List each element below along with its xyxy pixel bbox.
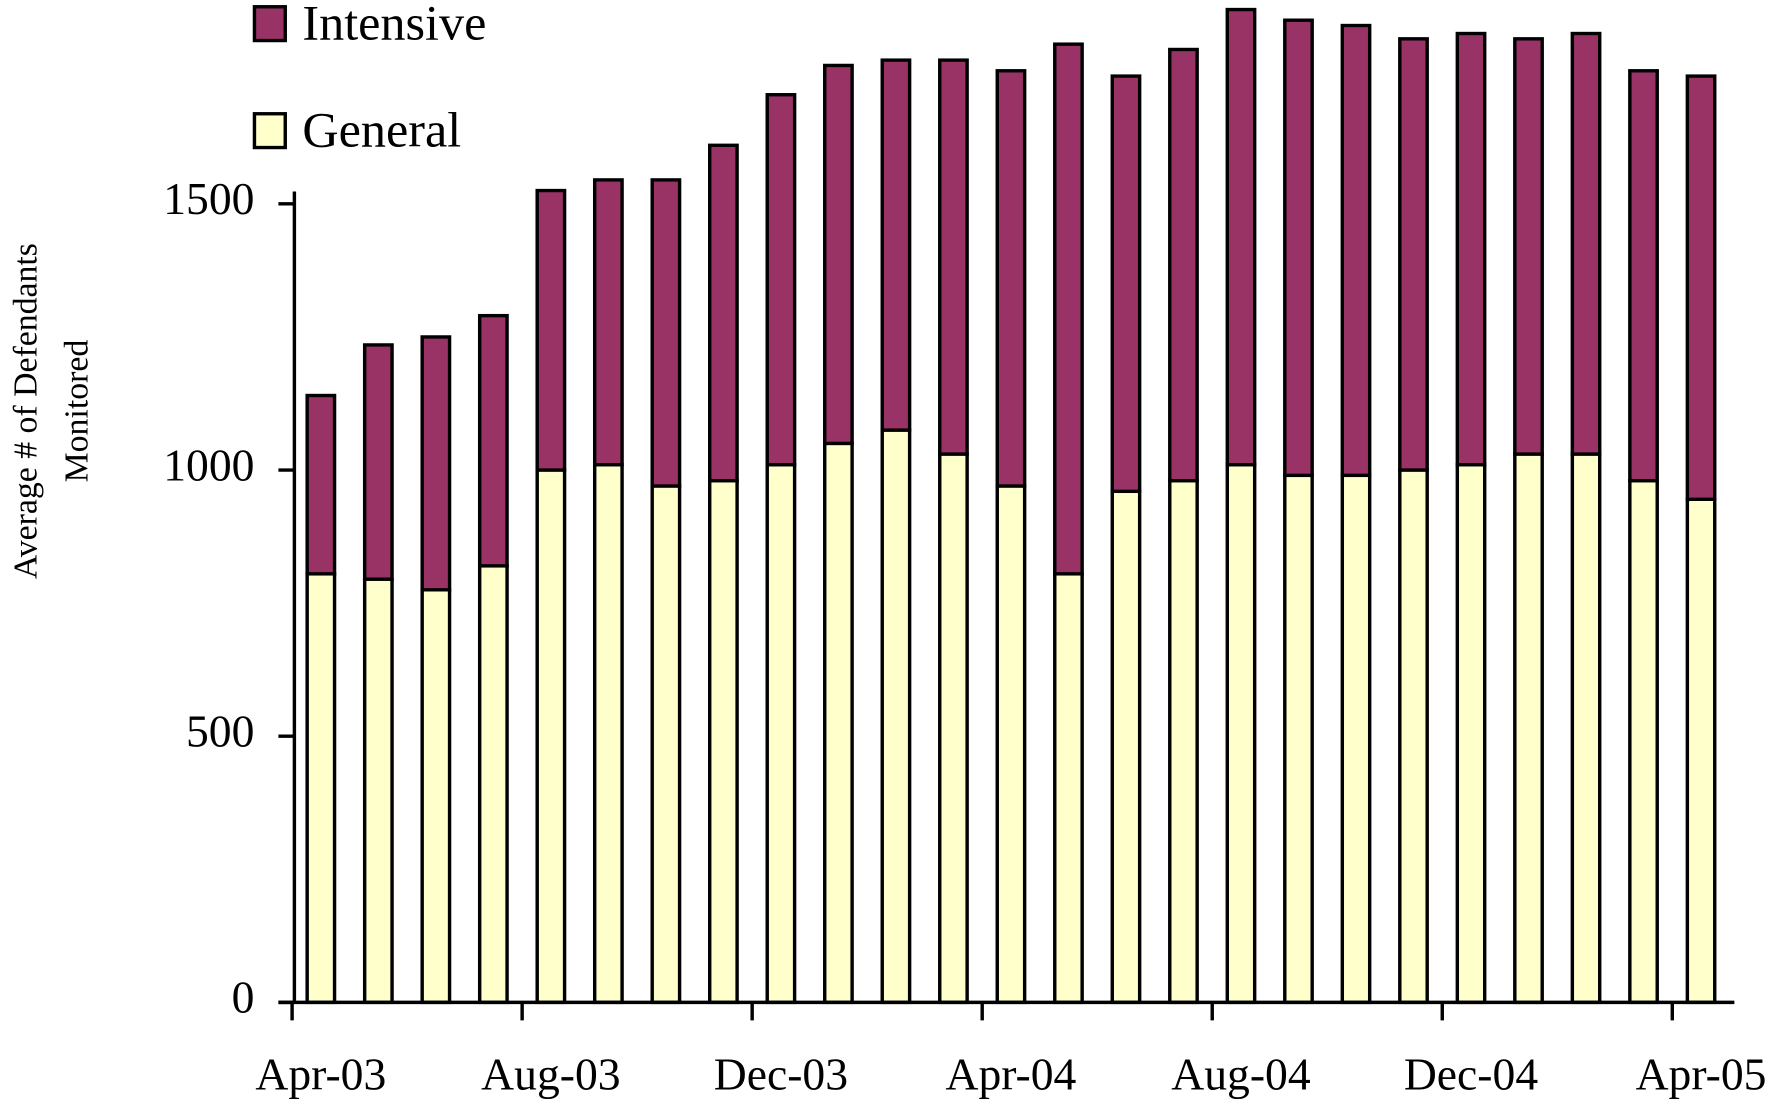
bar-segment — [477, 564, 509, 1005]
bar-segment — [1455, 31, 1487, 467]
x-tick-label: Aug-04 — [1171, 1050, 1310, 1100]
bar-segment — [1053, 572, 1084, 1005]
x-tick-label: Dec-03 — [714, 1050, 848, 1100]
bar-segment — [1168, 478, 1199, 1005]
bar-segment — [995, 69, 1027, 488]
bar-segment — [1398, 468, 1429, 1005]
bar-segment — [1283, 18, 1314, 478]
y-tick-label: 0 — [232, 973, 255, 1023]
bar-segment — [477, 313, 509, 568]
bar-segment — [765, 463, 797, 1005]
bar-segment — [1110, 489, 1142, 1005]
x-tick-label: Aug-03 — [481, 1050, 620, 1100]
bar-segment — [1225, 463, 1257, 1005]
bar-segment — [1513, 37, 1544, 456]
bar-segment — [1283, 473, 1314, 1005]
y-axis-label: Average # of Defendants — [7, 243, 44, 579]
bar-segment — [650, 484, 682, 1005]
bar-segment — [535, 188, 567, 472]
bar-segment — [1168, 47, 1199, 483]
bar-segment — [1225, 7, 1257, 467]
bar-segment — [880, 428, 912, 1005]
bar-segment — [1053, 42, 1084, 576]
bar-segment — [592, 463, 624, 1005]
bar-segment — [1398, 37, 1429, 472]
bar-segment — [880, 58, 912, 432]
bar-segment — [938, 452, 969, 1005]
x-tick-label: Dec-04 — [1404, 1050, 1538, 1100]
legend-label: Intensive — [302, 0, 486, 50]
bar-segment — [995, 484, 1027, 1005]
bar-segment — [362, 577, 394, 1005]
bar-segment — [1570, 452, 1602, 1005]
bar-segment — [305, 393, 337, 576]
bar-segment — [1340, 23, 1372, 478]
legend-swatch — [252, 112, 287, 150]
bar-segment — [823, 441, 854, 1005]
bar-segment — [708, 478, 739, 1005]
bar-segment — [1570, 31, 1602, 456]
x-tick-label: Apr-03 — [255, 1050, 386, 1100]
y-axis-label: Monitored — [59, 340, 96, 483]
y-tick-label: 1500 — [163, 174, 254, 224]
bar-segment — [823, 63, 854, 446]
bar-segment — [938, 58, 969, 456]
bar-segment — [1110, 74, 1142, 494]
bar-segment — [535, 468, 567, 1005]
bar-segment — [1685, 74, 1717, 501]
x-tick-label: Apr-05 — [1636, 1050, 1767, 1100]
x-tick-label: Apr-04 — [946, 1050, 1077, 1100]
bar-segment — [650, 178, 682, 488]
bar-segment — [708, 143, 739, 483]
bar-segment — [1685, 497, 1717, 1005]
y-tick-label: 1000 — [163, 441, 254, 491]
bar-segment — [420, 335, 452, 592]
bar-segment — [1340, 473, 1372, 1005]
bar-segment — [765, 93, 797, 467]
bar-segment — [1513, 452, 1544, 1005]
bar-segment — [420, 588, 452, 1005]
legend-label: General — [302, 103, 461, 158]
bar-segment — [592, 178, 624, 467]
bar-segment — [1628, 478, 1659, 1005]
bar-segment — [1455, 463, 1487, 1005]
bar-segment — [1628, 69, 1659, 483]
bar-segment — [305, 572, 337, 1005]
y-tick-label: 500 — [186, 707, 254, 757]
bar-segment — [362, 343, 394, 581]
legend-swatch — [252, 5, 287, 43]
